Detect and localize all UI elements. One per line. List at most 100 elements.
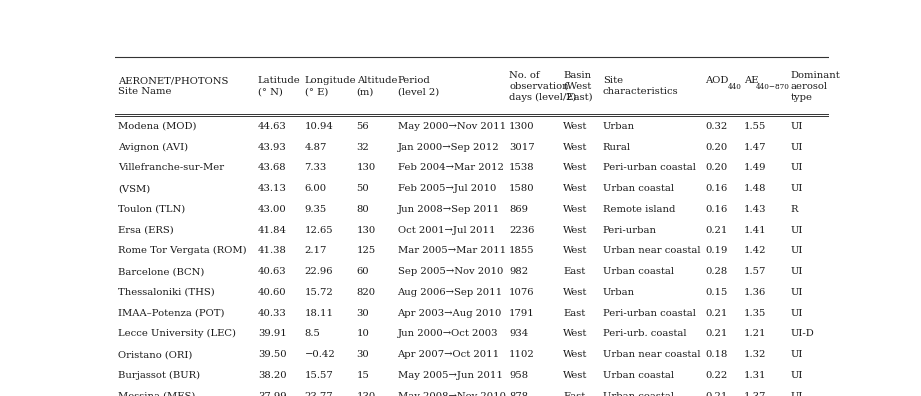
Text: 41.38: 41.38 bbox=[258, 246, 286, 255]
Text: 0.32: 0.32 bbox=[705, 122, 728, 131]
Text: 10: 10 bbox=[356, 329, 369, 338]
Text: Urban: Urban bbox=[602, 288, 635, 297]
Text: 40.33: 40.33 bbox=[258, 308, 286, 318]
Text: Mar 2005→Mar 2011: Mar 2005→Mar 2011 bbox=[398, 246, 506, 255]
Text: 4.87: 4.87 bbox=[305, 143, 327, 152]
Text: 43.93: 43.93 bbox=[258, 143, 286, 152]
Text: Toulon (TLN): Toulon (TLN) bbox=[118, 205, 185, 214]
Text: 1.41: 1.41 bbox=[744, 226, 766, 235]
Text: 9.35: 9.35 bbox=[305, 205, 327, 214]
Text: Rural: Rural bbox=[602, 143, 631, 152]
Text: 23.77: 23.77 bbox=[305, 392, 333, 396]
Text: 1.49: 1.49 bbox=[744, 164, 766, 173]
Text: Period
(level 2): Period (level 2) bbox=[398, 76, 438, 97]
Text: 440: 440 bbox=[728, 83, 741, 91]
Text: 43.68: 43.68 bbox=[258, 164, 286, 173]
Text: 15: 15 bbox=[356, 371, 369, 380]
Text: 15.72: 15.72 bbox=[305, 288, 333, 297]
Text: Burjassot (BUR): Burjassot (BUR) bbox=[118, 371, 200, 380]
Text: Urban coastal: Urban coastal bbox=[602, 371, 674, 380]
Text: No. of
observation
days (level 2): No. of observation days (level 2) bbox=[509, 71, 577, 102]
Text: 43.00: 43.00 bbox=[258, 205, 286, 214]
Text: (VSM): (VSM) bbox=[118, 184, 150, 193]
Text: Urban coastal: Urban coastal bbox=[602, 267, 674, 276]
Text: 32: 32 bbox=[356, 143, 369, 152]
Text: Aug 2006→Sep 2011: Aug 2006→Sep 2011 bbox=[398, 288, 503, 297]
Text: West: West bbox=[564, 288, 588, 297]
Text: 40.60: 40.60 bbox=[258, 288, 286, 297]
Text: 44.63: 44.63 bbox=[258, 122, 286, 131]
Text: 1.36: 1.36 bbox=[744, 288, 766, 297]
Text: East: East bbox=[564, 308, 586, 318]
Text: UI: UI bbox=[791, 143, 803, 152]
Text: 15.57: 15.57 bbox=[305, 371, 333, 380]
Text: West: West bbox=[564, 246, 588, 255]
Text: 2236: 2236 bbox=[509, 226, 534, 235]
Text: 12.65: 12.65 bbox=[305, 226, 333, 235]
Text: East: East bbox=[564, 267, 586, 276]
Text: Urban coastal: Urban coastal bbox=[602, 184, 674, 193]
Text: 39.50: 39.50 bbox=[258, 350, 286, 359]
Text: 130: 130 bbox=[356, 392, 376, 396]
Text: R: R bbox=[791, 205, 799, 214]
Text: 0.16: 0.16 bbox=[705, 184, 728, 193]
Text: 0.21: 0.21 bbox=[705, 392, 728, 396]
Text: 0.16: 0.16 bbox=[705, 205, 728, 214]
Text: 3017: 3017 bbox=[509, 143, 535, 152]
Text: West: West bbox=[564, 143, 588, 152]
Text: 1.43: 1.43 bbox=[744, 205, 766, 214]
Text: UI: UI bbox=[791, 226, 803, 235]
Text: 869: 869 bbox=[509, 205, 528, 214]
Text: Peri-urban: Peri-urban bbox=[602, 226, 657, 235]
Text: 8.5: 8.5 bbox=[305, 329, 321, 338]
Text: 43.13: 43.13 bbox=[258, 184, 286, 193]
Text: 878: 878 bbox=[509, 392, 529, 396]
Text: UI: UI bbox=[791, 184, 803, 193]
Text: 0.21: 0.21 bbox=[705, 308, 728, 318]
Text: 0.15: 0.15 bbox=[705, 288, 728, 297]
Text: Modena (MOD): Modena (MOD) bbox=[118, 122, 196, 131]
Text: 60: 60 bbox=[356, 267, 369, 276]
Text: IMAA–Potenza (POT): IMAA–Potenza (POT) bbox=[118, 308, 225, 318]
Text: Dominant
aerosol
type: Dominant aerosol type bbox=[791, 71, 841, 102]
Text: 130: 130 bbox=[356, 226, 376, 235]
Text: 30: 30 bbox=[356, 350, 369, 359]
Text: Avignon (AVI): Avignon (AVI) bbox=[118, 143, 188, 152]
Text: May 2008→Nov 2010: May 2008→Nov 2010 bbox=[398, 392, 506, 396]
Text: West: West bbox=[564, 371, 588, 380]
Text: May 2000→Nov 2011: May 2000→Nov 2011 bbox=[398, 122, 506, 131]
Text: Feb 2005→Jul 2010: Feb 2005→Jul 2010 bbox=[398, 184, 495, 193]
Text: 38.20: 38.20 bbox=[258, 371, 286, 380]
Text: 130: 130 bbox=[356, 164, 376, 173]
Text: 1102: 1102 bbox=[509, 350, 535, 359]
Text: Feb 2004→Mar 2012: Feb 2004→Mar 2012 bbox=[398, 164, 504, 173]
Text: West: West bbox=[564, 350, 588, 359]
Text: Remote island: Remote island bbox=[602, 205, 675, 214]
Text: West: West bbox=[564, 205, 588, 214]
Text: 1076: 1076 bbox=[509, 288, 534, 297]
Text: Urban near coastal: Urban near coastal bbox=[602, 246, 700, 255]
Text: Jun 2008→Sep 2011: Jun 2008→Sep 2011 bbox=[398, 205, 500, 214]
Text: Sep 2005→Nov 2010: Sep 2005→Nov 2010 bbox=[398, 267, 503, 276]
Text: May 2005→Jun 2011: May 2005→Jun 2011 bbox=[398, 371, 503, 380]
Text: 41.84: 41.84 bbox=[258, 226, 286, 235]
Text: Peri-urb. coastal: Peri-urb. coastal bbox=[602, 329, 686, 338]
Text: 56: 56 bbox=[356, 122, 369, 131]
Text: 2.17: 2.17 bbox=[305, 246, 327, 255]
Text: 1.21: 1.21 bbox=[744, 329, 766, 338]
Text: Jan 2000→Sep 2012: Jan 2000→Sep 2012 bbox=[398, 143, 499, 152]
Text: UI: UI bbox=[791, 288, 803, 297]
Text: Peri-urban coastal: Peri-urban coastal bbox=[602, 308, 695, 318]
Text: Lecce University (LEC): Lecce University (LEC) bbox=[118, 329, 236, 339]
Text: UI: UI bbox=[791, 246, 803, 255]
Text: Thessaloniki (THS): Thessaloniki (THS) bbox=[118, 288, 215, 297]
Text: 125: 125 bbox=[356, 246, 376, 255]
Text: 1300: 1300 bbox=[509, 122, 535, 131]
Text: UI: UI bbox=[791, 371, 803, 380]
Text: Altitude
(m): Altitude (m) bbox=[356, 76, 397, 97]
Text: 820: 820 bbox=[356, 288, 376, 297]
Text: East: East bbox=[564, 392, 586, 396]
Text: Oristano (ORI): Oristano (ORI) bbox=[118, 350, 192, 359]
Text: 958: 958 bbox=[509, 371, 529, 380]
Text: Messina (MES): Messina (MES) bbox=[118, 392, 195, 396]
